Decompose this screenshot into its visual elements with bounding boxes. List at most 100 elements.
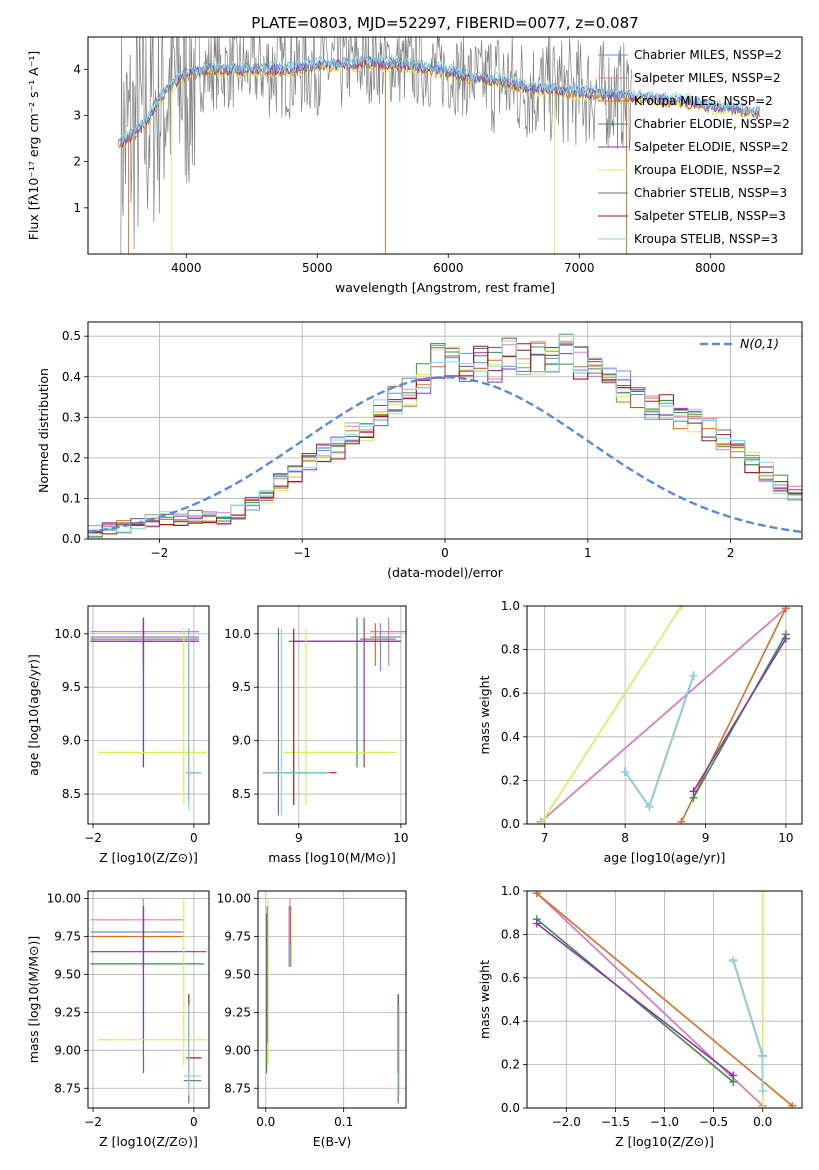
y-tick-label: 0.4 [501,1014,520,1028]
normal-curve [88,375,802,534]
y-tick-label: 9.00 [224,1043,251,1057]
weight-line-kroupa-miles [536,892,793,1107]
y-tick-label: 8.5 [232,787,251,801]
y-tick-label: 9.75 [54,930,81,944]
histogram-kroupa-stelib [88,333,802,539]
y-axis-label: age [log10(age/yr)] [26,654,41,776]
legend-entry: Chabrier ELODIE, NSSP=2 [634,117,790,131]
y-tick-label: 0.2 [501,1058,520,1072]
y-tick-label: 9.00 [54,1043,81,1057]
y-tick-label: 0.0 [501,817,520,831]
y-tick-label: 0.2 [62,451,81,465]
weight-line-salpeter-miles [540,607,787,823]
y-tick-label: 1.0 [501,599,520,613]
axes-spectrum: 4000 5000 6000 7000 8000 1 2 3 4 wavelength [Angs… [26,51,726,295]
errorbars-age-vs-mass [263,617,406,816]
weight-marker [645,802,654,811]
x-tick-label: 4000 [171,261,202,275]
weight-marker [532,919,541,928]
y-tick-label: 0.0 [501,1101,520,1115]
y-axis-label: mass weight [477,675,492,754]
axes-frame [257,890,407,1109]
x-tick-label: −1.0 [650,1115,679,1129]
y-tick-label: 1 [73,201,81,215]
y-tick-label: 10.0 [224,627,251,641]
errorbars-age-vs-Z [90,617,207,811]
legend-entry: Chabrier MILES, NSSP=2 [634,48,782,62]
y-tick-label: 0.2 [501,773,520,787]
weight-marker [781,606,790,613]
x-axis-label: mass [log10(M/M⊙)] [268,850,396,865]
x-tick-label: 8 [621,831,629,845]
axes-frame [87,890,210,1109]
x-tick-label: −2 [84,1115,102,1129]
y-tick-label: 8.75 [224,1081,251,1095]
axes-residuals: −2 −1 0 1 2 0.0 0.1 0.2 0.3 0.4 0.5 (data-model)/er… [36,322,802,580]
y-tick-label: 0.8 [501,643,520,657]
y-tick-label: 1.0 [501,884,520,898]
y-tick-label: 8.75 [54,1081,81,1095]
histogram-steps [88,333,802,539]
weight-marker [758,1086,767,1095]
errorbars-mass-vs-EBV [265,898,400,1104]
x-tick-label: −2 [151,546,169,560]
spectrum-lines [117,37,760,254]
x-tick-label: −0.5 [699,1115,728,1129]
legend-entry: Salpeter MILES, NSSP=2 [634,71,781,85]
weight-marker [729,1071,738,1080]
y-tick-label: 0.0 [62,532,81,546]
y-tick-label: 0.6 [501,971,520,985]
x-tick-label: −2.0 [552,1115,581,1129]
axes-frame [87,321,803,540]
weight-marker [689,787,698,796]
x-tick-label: 0.0 [256,1115,275,1129]
legend-entry: Kroupa STELIB, NSSP=3 [634,232,778,246]
weight-marker [758,1104,767,1108]
y-tick-label: 0.4 [501,730,520,744]
weight-marker [781,634,790,643]
x-tick-label: 6000 [433,261,464,275]
y-axis-label: Normed distribution [36,368,51,493]
x-axis-label: E(B-V) [313,1134,352,1149]
axes-age-vs-Z: −2 0 8.5 9.0 9.5 10.0 Z [log10(Z/Z⊙)] age [log1… [26,606,209,865]
legend-entry: Salpeter ELODIE, NSSP=2 [634,140,789,154]
weight-line-kroupa-elodie [540,606,683,824]
weight-line-salpeter-miles [536,892,764,1107]
x-tick-label: 0 [190,831,198,845]
y-tick-label: 9.0 [62,734,81,748]
y-tick-label: 3 [73,108,81,122]
weight-marker [532,891,541,898]
y-axis-label: Flux [fλ10⁻¹⁷ erg cm⁻² s⁻¹ A⁻¹] [26,51,41,240]
y-tick-label: 0.8 [501,927,520,941]
x-tick-label: 0.1 [334,1115,353,1129]
weight-line-kroupa-stelib [732,960,764,1091]
weight-line-salpeter-elodie [692,638,787,792]
axes-frame [257,605,407,825]
weight-marker [677,606,686,610]
x-tick-label: 0.0 [753,1115,772,1129]
errorbars-mass-vs-Z [90,898,207,1104]
x-tick-label: 0 [441,546,449,560]
weight-line-kroupa-stelib [624,675,695,809]
y-tick-label: 8.5 [62,787,81,801]
y-tick-label: 9.25 [54,1005,81,1019]
weight-marker [536,820,545,824]
weight-line-salpeter-stelib [732,960,764,1091]
axes-massweight-vs-Z: −2.0 −1.5 −1.0 −0.5 0.0 0.0 0.2 0.4 0.6 0.8 1.0 Z [… [477,884,802,1149]
y-axis-label: mass [log10(M/M⊙)] [26,936,41,1064]
x-tick-label: 7 [541,831,549,845]
axes-age-vs-mass: 9 10 8.5 9.0 9.5 10.0 mass [log10(M/M⊙)] [224,606,409,865]
x-axis-label: (data-model)/error [387,565,504,580]
legend-entry: Chabrier STELIB, NSSP=3 [634,186,787,200]
axes-frame [526,890,803,1109]
y-tick-label: 0.1 [62,491,81,505]
y-tick-label: 0.6 [501,686,520,700]
weight-marker [689,671,698,680]
axes-frame [526,605,803,825]
x-axis-label: Z [log10(Z/Z⊙)] [615,1134,714,1149]
weight-marker [788,1101,797,1108]
x-tick-label: 2 [727,546,735,560]
y-tick-label: 9.50 [224,967,251,981]
weights-massweight-vs-age [536,606,790,824]
